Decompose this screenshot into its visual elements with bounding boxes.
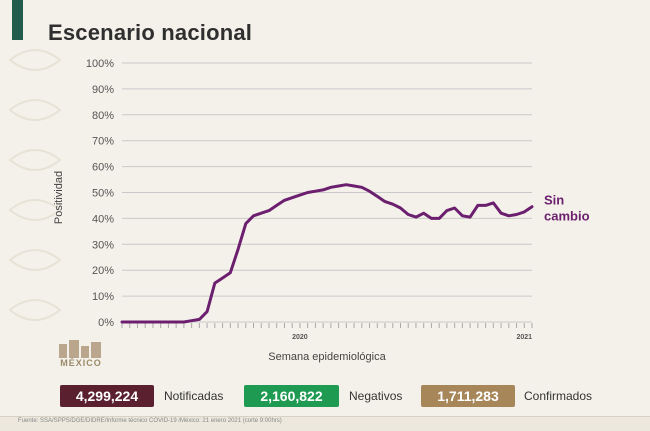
y-tick-label: 100% <box>86 58 114 70</box>
y-tick-label: 90% <box>92 84 114 96</box>
x-week-ticks <box>121 323 533 328</box>
y-tick-label: 20% <box>92 265 114 277</box>
y-tick-label: 50% <box>92 188 114 200</box>
source-note: Fuente: SSA/SPPS/DGE/DIDRE/Informe técni… <box>18 418 282 424</box>
y-tick-label: 80% <box>92 110 114 122</box>
y-tick-label: 0% <box>98 317 114 329</box>
notificadas-badge: 4,299,224 <box>60 385 154 407</box>
positivity-line-chart: 0% 10% 20% 30% 40% 50% 60% 70% 80% 90% 100% 2020 202… <box>53 58 590 363</box>
mexico-logo: MÉXICO <box>52 322 110 368</box>
confirmados-badge: 1,711,283 <box>421 385 515 407</box>
y-tick-label: 40% <box>92 213 114 225</box>
x-year-label: 2021 <box>516 334 532 341</box>
logo-buildings-icon <box>59 340 101 358</box>
slide-title: Escenario nacional <box>48 20 253 45</box>
y-axis-title: Positividad <box>53 171 65 224</box>
positivity-series-line <box>120 183 534 324</box>
negativos-label: Negativos <box>349 389 403 403</box>
decorative-pattern <box>8 49 62 321</box>
negativos-badge: 2,160,822 <box>244 385 339 407</box>
footer-bar: Fuente: SSA/SPPS/DGE/DIDRE/Informe técni… <box>0 416 650 431</box>
annotation-line-1: Sin <box>544 193 564 208</box>
x-year-label: 2020 <box>292 334 308 341</box>
brand-corner-bar <box>12 0 23 40</box>
y-tick-label: 10% <box>92 291 114 303</box>
annotation-line-2: cambio <box>544 209 590 224</box>
notificadas-label: Notificadas <box>164 389 224 403</box>
logo-text: MÉXICO <box>60 358 102 368</box>
x-axis-title: Semana epidemiológica <box>268 351 386 363</box>
y-tick-label: 70% <box>92 136 114 148</box>
confirmados-label: Confirmados <box>524 389 593 403</box>
y-tick-label: 30% <box>92 239 114 251</box>
y-tick-label: 60% <box>92 162 114 174</box>
stats-bar: 4,299,224 Notificadas 2,160,822 Negativo… <box>0 385 650 409</box>
